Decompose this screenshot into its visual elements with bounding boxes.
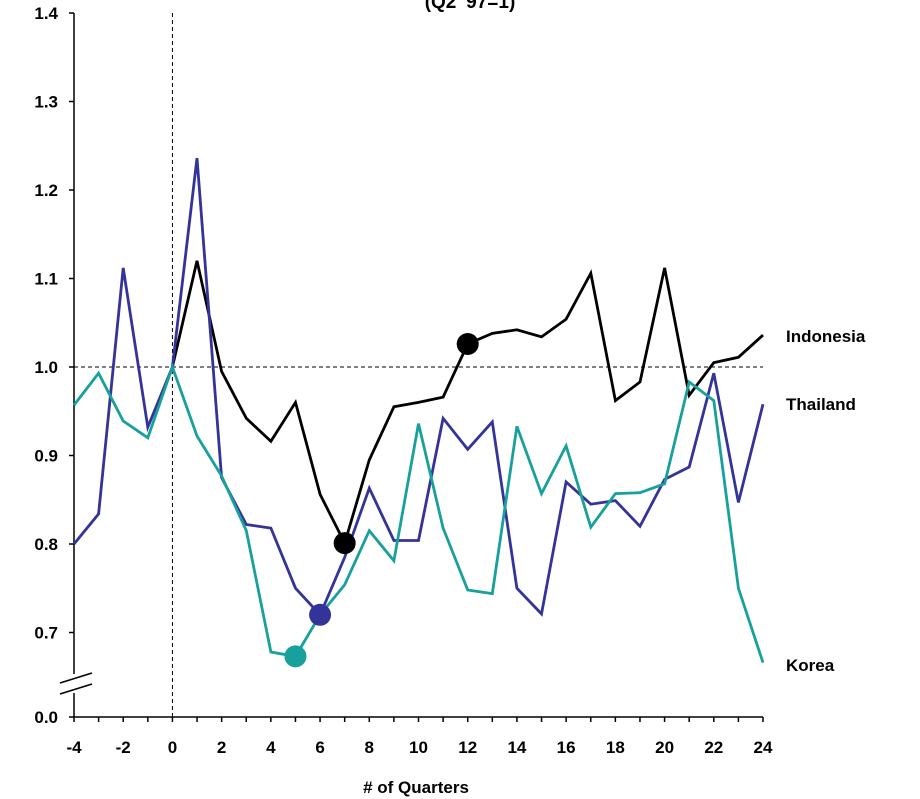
series-labels: Indonesia Thailand Korea	[786, 327, 866, 675]
series-marker-indonesia	[456, 332, 479, 355]
x-tick-label: 22	[704, 738, 723, 757]
x-tick-label: 20	[655, 738, 674, 757]
reference-lines	[74, 13, 763, 717]
x-tick-label: 16	[557, 738, 576, 757]
x-tick-label: 12	[458, 738, 477, 757]
x-tick-label: 4	[266, 738, 276, 757]
series-label-thailand: Thailand	[786, 395, 856, 414]
y-tick-label: 0.8	[34, 535, 58, 554]
y-tick-label: 0.9	[34, 447, 58, 466]
x-tick-label: 10	[409, 738, 428, 757]
x-tick-label: 24	[754, 738, 773, 757]
x-tick-label: 0	[168, 738, 177, 757]
y-tick-label: 1.2	[34, 181, 58, 200]
x-tick-label: -2	[116, 738, 131, 757]
series-line-korea	[72, 362, 765, 664]
axes: 1.41.31.21.11.00.90.80.70.0-4 -2 0 2 4 6 8 10 12…	[34, 4, 773, 757]
y-tick-label: 1.1	[34, 270, 58, 289]
axis-break-mark	[59, 683, 93, 695]
y-tick-label: 1.4	[34, 4, 58, 23]
y-tick-label: 0.0	[34, 708, 58, 727]
series-line-thailand	[72, 157, 765, 618]
series-line-indonesia	[171, 260, 764, 547]
x-tick-label: 18	[606, 738, 625, 757]
series-marker-korea	[284, 645, 307, 668]
y-tick-label: 1.3	[34, 93, 58, 112]
series-label-indonesia: Indonesia	[786, 327, 866, 346]
series-markers	[284, 332, 479, 668]
x-tick-label: 2	[217, 738, 226, 757]
x-tick-label: 8	[365, 738, 374, 757]
series-marker-thailand	[309, 603, 332, 626]
axis-break-mark	[59, 672, 93, 684]
series-marker-indonesia	[333, 532, 356, 555]
chart-title: (Q2 '97=1)	[425, 0, 516, 13]
x-tick-label: 14	[507, 738, 526, 757]
x-tick-label: 6	[315, 738, 324, 757]
x-axis-label: # of Quarters	[363, 778, 469, 797]
y-tick-label: 1.0	[34, 358, 58, 377]
series-label-korea: Korea	[786, 656, 835, 675]
series-lines	[72, 157, 765, 664]
x-tick-label: -4	[66, 738, 82, 757]
y-tick-label: 0.7	[34, 624, 58, 643]
